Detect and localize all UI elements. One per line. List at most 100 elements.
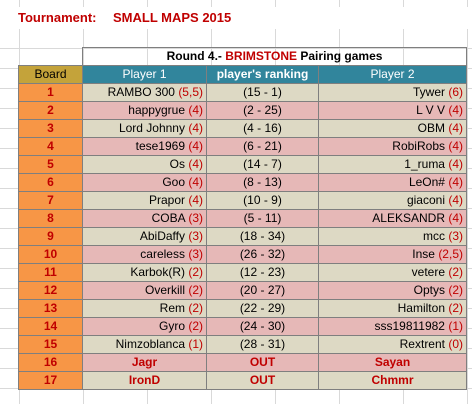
board-number[interactable]: 7 [18,191,83,210]
player2-points: (2,5) [438,247,463,261]
player2-cell[interactable]: ALEKSANDR (4) [318,209,467,228]
header-player2[interactable]: Player 2 [318,65,467,84]
player1-cell[interactable]: Gyro (2) [82,317,207,336]
player2-cell[interactable]: giaconi (4) [318,191,467,210]
player2-cell[interactable]: 1_ruma (4) [318,155,467,174]
player2-cell[interactable]: Inse (2,5) [318,245,467,264]
player2-points: (2) [448,265,463,279]
player1-cell[interactable]: careless (3) [82,245,207,264]
player2-cell[interactable]: mcc (3) [318,227,467,246]
board-number[interactable]: 6 [18,173,83,192]
player1-cell[interactable]: Nimzoblanca (1) [82,335,207,354]
ranking-cell[interactable]: (14 - 7) [206,155,319,174]
board-number[interactable]: 9 [18,227,83,246]
table-row: 11 Karbok(R) (2) (12 - 23) vetere (2) [18,263,467,282]
player2-cell[interactable]: Sayan [318,353,467,372]
board-number[interactable]: 10 [18,245,83,264]
player2-cell[interactable]: Optys (2) [318,281,467,300]
player2-points: (4) [448,139,463,153]
ranking-cell[interactable]: (5 - 11) [206,209,319,228]
table-row: 8 COBA (3) (5 - 11) ALEKSANDR (4) [18,209,467,228]
ranking-cell[interactable]: (12 - 23) [206,263,319,282]
player1-cell[interactable]: Jagr [82,353,207,372]
player1-points: (3) [188,211,203,225]
board-number[interactable]: 17 [18,371,83,390]
board-number[interactable]: 3 [18,119,83,138]
board-number[interactable]: 4 [18,137,83,156]
player1-cell[interactable]: Os (4) [82,155,207,174]
player2-points: (4) [448,157,463,171]
player2-name: vetere [411,265,449,279]
player2-cell[interactable]: Rextrent (0) [318,335,467,354]
ranking-cell[interactable]: (20 - 27) [206,281,319,300]
player1-cell[interactable]: Goo (4) [82,173,207,192]
board-number[interactable]: 11 [18,263,83,282]
board-number[interactable]: 12 [18,281,83,300]
ranking-cell[interactable]: OUT [206,353,319,372]
player1-points: (5,5) [178,85,203,99]
player1-cell[interactable]: Rem (2) [82,299,207,318]
ranking-cell[interactable]: OUT [206,371,319,390]
ranking-cell[interactable]: (10 - 9) [206,191,319,210]
player1-cell[interactable]: Karbok(R) (2) [82,263,207,282]
table-row: 12 Overkill (2) (20 - 27) Optys (2) [18,281,467,300]
player1-name: Karbok(R) [130,265,189,279]
player2-name: 1_ruma [404,157,449,171]
ranking-cell[interactable]: (2 - 25) [206,101,319,120]
board-number[interactable]: 14 [18,317,83,336]
board-number[interactable]: 5 [18,155,83,174]
ranking-cell[interactable]: (4 - 16) [206,119,319,138]
player2-cell[interactable]: LeOn# (4) [318,173,467,192]
player1-name: careless [140,247,189,261]
ranking-cell[interactable]: (8 - 13) [206,173,319,192]
board-number[interactable]: 16 [18,353,83,372]
player1-cell[interactable]: IronD [82,371,207,390]
header-board[interactable]: Board [18,65,83,84]
player1-name: Lord Johnny [118,121,189,135]
player1-cell[interactable]: Lord Johnny (4) [82,119,207,138]
player2-cell[interactable]: RobiRobs (4) [318,137,467,156]
player2-cell[interactable]: sss19811982 (1) [318,317,467,336]
player1-cell[interactable]: Overkill (2) [82,281,207,300]
header-player1[interactable]: Player 1 [82,65,207,84]
ranking-cell[interactable]: (6 - 21) [206,137,319,156]
round-map: BRIMSTONE [225,49,298,63]
player2-cell[interactable]: OBM (4) [318,119,467,138]
player1-cell[interactable]: Prapor (4) [82,191,207,210]
ranking-cell[interactable]: (15 - 1) [206,83,319,102]
player1-name: AbiDaffy [139,229,189,243]
player1-cell[interactable]: tese1969 (4) [82,137,207,156]
player2-cell[interactable]: vetere (2) [318,263,467,282]
board-number[interactable]: 15 [18,335,83,354]
player2-points: (3) [448,229,463,243]
player2-name: OBM [417,121,449,135]
table-row: 9 AbiDaffy (3) (18 - 34) mcc (3) [18,227,467,246]
player1-cell[interactable]: AbiDaffy (3) [82,227,207,246]
player2-cell[interactable]: L V V (4) [318,101,467,120]
board-number[interactable]: 1 [18,83,83,102]
ranking-cell[interactable]: (26 - 32) [206,245,319,264]
player1-name: Goo [162,175,189,189]
player2-points: (4) [448,103,463,117]
ranking-cell[interactable]: (18 - 34) [206,227,319,246]
player2-cell[interactable]: Hamilton (2) [318,299,467,318]
title-row-background [0,7,472,29]
board-number[interactable]: 13 [18,299,83,318]
header-ranking[interactable]: player's ranking [206,65,319,84]
board-number[interactable]: 2 [18,101,83,120]
player2-cell[interactable]: Tywer (6) [318,83,467,102]
round-header[interactable]: Round 4.- BRIMSTONE Pairing games [82,47,467,66]
player1-cell[interactable]: RAMBO 300 (5,5) [82,83,207,102]
player2-name: sss19811982 [374,319,449,333]
ranking-cell[interactable]: (28 - 31) [206,335,319,354]
board-number[interactable]: 8 [18,209,83,228]
round-prefix: Round 4.- [166,49,226,63]
ranking-cell[interactable]: (24 - 30) [206,317,319,336]
player2-points: (4) [448,193,463,207]
player2-name: Inse [412,247,439,261]
player1-cell[interactable]: COBA (3) [82,209,207,228]
player1-points: (2) [188,319,203,333]
player2-cell[interactable]: Chmmr [318,371,467,390]
ranking-cell[interactable]: (22 - 29) [206,299,319,318]
player1-cell[interactable]: happygrue (4) [82,101,207,120]
